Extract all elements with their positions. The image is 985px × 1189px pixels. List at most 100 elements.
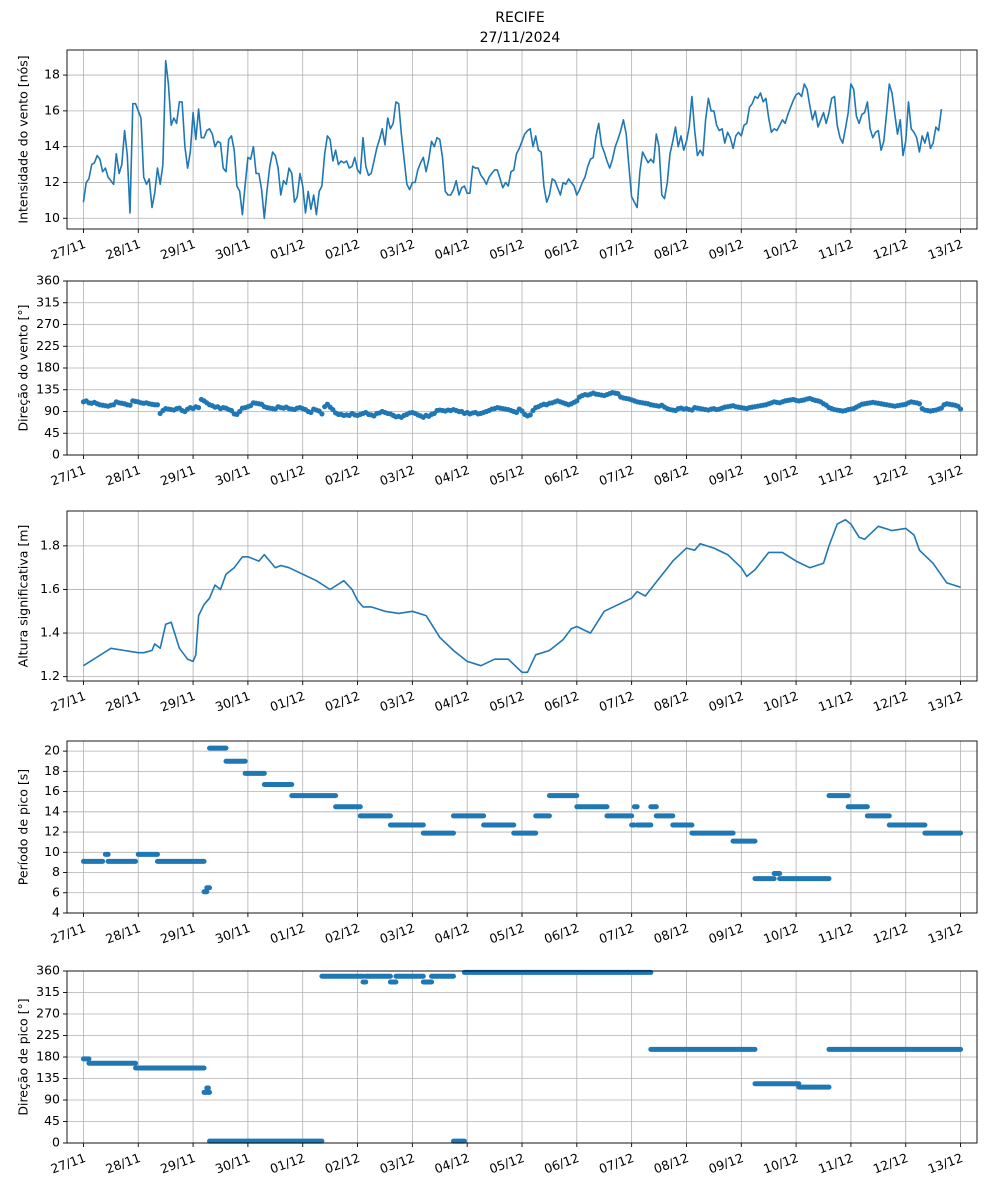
x-tick-label: 08/12 (652, 1150, 691, 1176)
x-tick-label: 09/12 (707, 920, 746, 946)
x-tick-label: 01/12 (268, 920, 307, 946)
y-tick-label: 18 (44, 67, 60, 82)
y-tick-label: 45 (44, 1113, 60, 1128)
x-tick-label: 06/12 (542, 462, 581, 488)
y-tick-label: 1.2 (40, 668, 60, 683)
chart-panel-1: 27/11 28/11 29/11 30/11 01/12 02/12 03/12 04/12… (16, 50, 978, 262)
x-tick-label: 11/12 (816, 920, 855, 946)
x-tick-label: 12/12 (871, 688, 910, 714)
y-tick-label: 225 (36, 1027, 60, 1042)
y-tick-label: 4 (52, 905, 60, 920)
x-tick-label: 12/12 (871, 1150, 910, 1176)
x-tick-label: 28/11 (103, 920, 142, 946)
y-tick-label: 270 (36, 1006, 60, 1021)
y-tick-label: 135 (36, 1070, 60, 1085)
x-tick-label: 29/11 (158, 688, 197, 714)
x-tick-label: 10/12 (761, 1150, 800, 1176)
y-tick-label: 315 (36, 984, 60, 999)
x-tick-label: 04/12 (432, 920, 471, 946)
series-line (83, 61, 941, 219)
x-tick-label: 02/12 (323, 688, 362, 714)
x-tick-label: 09/12 (707, 1150, 746, 1176)
x-tick-label: 02/12 (323, 236, 362, 262)
x-tick-label: 09/12 (707, 688, 746, 714)
figure-subtitle: 27/11/2024 (480, 30, 561, 46)
x-tick-label: 05/12 (487, 462, 526, 488)
data-point (528, 412, 533, 417)
x-tick-label: 04/12 (432, 688, 471, 714)
x-tick-label: 04/12 (432, 1150, 471, 1176)
x-tick-label: 28/11 (103, 1150, 142, 1176)
y-tick-label: 90 (44, 403, 60, 418)
x-tick-label: 09/12 (707, 236, 746, 262)
y-tick-label: 12 (44, 824, 60, 839)
x-tick-label: 05/12 (487, 1150, 526, 1176)
y-tick-label: 1.8 (40, 537, 60, 552)
data-point (917, 401, 922, 406)
y-tick-label: 0 (52, 447, 60, 462)
x-tick-label: 05/12 (487, 688, 526, 714)
x-tick-label: 10/12 (761, 688, 800, 714)
x-tick-label: 03/12 (378, 688, 417, 714)
x-tick-label: 27/11 (49, 236, 88, 262)
x-tick-label: 28/11 (103, 236, 142, 262)
y-tick-label: 14 (44, 803, 60, 818)
y-tick-label: 18 (44, 763, 60, 778)
x-tick-label: 08/12 (652, 462, 691, 488)
x-tick-label: 30/11 (213, 1150, 252, 1176)
x-tick-label: 05/12 (487, 236, 526, 262)
y-tick-label: 180 (36, 360, 60, 375)
chart-panel-4: 27/11 28/11 29/11 30/11 01/12 02/12 03/12 04/12… (16, 741, 978, 946)
x-tick-label: 08/12 (652, 236, 691, 262)
x-tick-label: 05/12 (487, 920, 526, 946)
x-tick-label: 04/12 (432, 462, 471, 488)
x-tick-label: 03/12 (378, 920, 417, 946)
chart-panels: 27/11 28/11 29/11 30/11 01/12 02/12 03/12 04/12… (16, 50, 978, 1176)
x-tick-label: 29/11 (158, 462, 197, 488)
x-tick-label: 11/12 (816, 462, 855, 488)
x-tick-label: 28/11 (103, 688, 142, 714)
y-tick-label: 14 (44, 138, 60, 153)
y-tick-label: 315 (36, 294, 60, 309)
y-tick-label: 180 (36, 1049, 60, 1064)
y-tick-label: 16 (44, 783, 60, 798)
y-axis-label: Direção de pico [°] (16, 998, 31, 1115)
x-tick-label: 06/12 (542, 920, 581, 946)
x-tick-label: 30/11 (213, 688, 252, 714)
x-tick-label: 09/12 (707, 462, 746, 488)
x-tick-label: 12/12 (871, 236, 910, 262)
x-tick-label: 04/12 (432, 236, 471, 262)
x-tick-label: 30/11 (213, 236, 252, 262)
data-point (319, 411, 324, 416)
x-tick-label: 10/12 (761, 462, 800, 488)
x-tick-label: 02/12 (323, 1150, 362, 1176)
x-tick-label: 11/12 (816, 236, 855, 262)
y-axis-label: Intensidade do vento [nós] (16, 55, 31, 223)
y-tick-label: 10 (44, 210, 60, 225)
figure-title: RECIFE (495, 10, 544, 26)
y-tick-label: 10 (44, 844, 60, 859)
x-tick-label: 29/11 (158, 1150, 197, 1176)
y-tick-label: 135 (36, 381, 60, 396)
y-tick-label: 6 (52, 884, 60, 899)
y-tick-label: 1.4 (40, 625, 60, 640)
x-tick-label: 12/12 (871, 920, 910, 946)
y-tick-label: 16 (44, 102, 60, 117)
x-tick-label: 11/12 (816, 688, 855, 714)
x-tick-label: 07/12 (597, 236, 636, 262)
x-tick-label: 01/12 (268, 236, 307, 262)
x-tick-label: 27/11 (49, 1150, 88, 1176)
x-tick-label: 03/12 (378, 236, 417, 262)
y-tick-label: 1.6 (40, 581, 60, 596)
y-tick-label: 225 (36, 338, 60, 353)
x-tick-label: 13/12 (926, 236, 965, 262)
y-tick-label: 12 (44, 174, 60, 189)
y-tick-label: 360 (36, 963, 60, 978)
x-tick-label: 06/12 (542, 236, 581, 262)
x-tick-label: 30/11 (213, 920, 252, 946)
x-tick-label: 07/12 (597, 688, 636, 714)
x-tick-label: 01/12 (268, 462, 307, 488)
x-tick-label: 08/12 (652, 688, 691, 714)
x-tick-label: 01/12 (268, 688, 307, 714)
